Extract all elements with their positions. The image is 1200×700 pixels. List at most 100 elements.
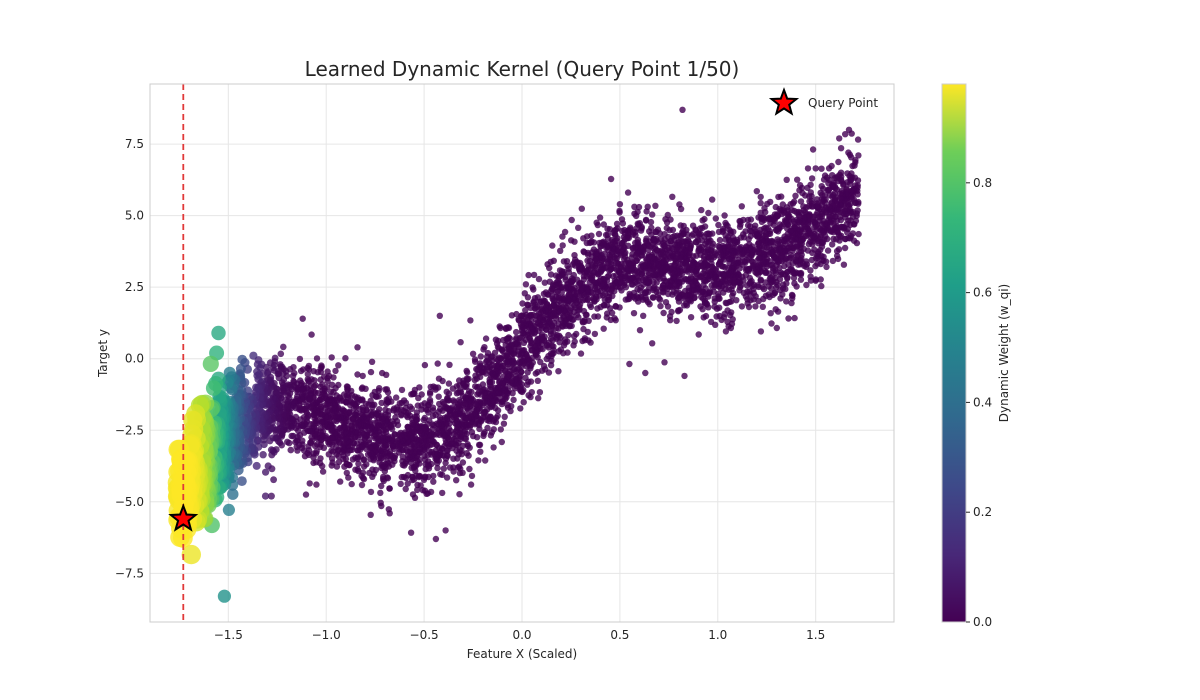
- scatter-point: [647, 218, 655, 226]
- scatter-point: [583, 239, 590, 247]
- scatter-point: [379, 476, 387, 483]
- scatter-point: [637, 263, 644, 270]
- scatter-point: [642, 369, 649, 377]
- scatter-point: [354, 344, 361, 351]
- scatter-point: [721, 212, 728, 219]
- scatter-point: [761, 205, 768, 212]
- scatter-point: [855, 230, 862, 238]
- scatter-point: [332, 367, 339, 375]
- scatter-point: [237, 354, 247, 365]
- scatter-point: [662, 216, 669, 223]
- scatter-point: [457, 339, 464, 346]
- scatter-point: [797, 198, 805, 205]
- scatter-point: [803, 281, 810, 289]
- scatter-point: [733, 297, 740, 304]
- scatter-point: [571, 333, 578, 340]
- scatter-point: [343, 383, 351, 390]
- scatter-point: [687, 314, 695, 321]
- scatter-point: [386, 485, 393, 492]
- scatter-point: [829, 241, 836, 248]
- scatter-point: [520, 399, 527, 406]
- scatter-point: [446, 361, 453, 368]
- scatter-point: [435, 375, 443, 382]
- scatter-point: [524, 369, 531, 376]
- scatter-point: [378, 399, 385, 407]
- scatter-point: [808, 175, 816, 182]
- scatter-point: [580, 325, 587, 333]
- scatter-point: [547, 271, 555, 278]
- scatter-point: [845, 126, 853, 133]
- scatter-point: [788, 299, 795, 307]
- scatter-point: [439, 489, 446, 497]
- scatter-point: [302, 491, 310, 498]
- scatter-point: [613, 220, 621, 227]
- scatter-point: [304, 376, 311, 383]
- scatter-point: [456, 377, 463, 384]
- scatter-point: [301, 453, 309, 460]
- scatter-point: [297, 367, 305, 375]
- scatter-point: [367, 368, 375, 376]
- scatter-point: [397, 480, 404, 488]
- scatter-point: [738, 203, 745, 210]
- scatter-point: [534, 377, 541, 384]
- scatter-point: [564, 262, 571, 270]
- scatter-point: [676, 201, 683, 208]
- scatter-point: [472, 383, 479, 390]
- scatter-point: [594, 305, 601, 312]
- scatter-point: [341, 463, 348, 470]
- scatter-point: [436, 312, 443, 319]
- scatter-point: [217, 589, 231, 603]
- scatter-point: [402, 485, 409, 493]
- scatter-point: [525, 392, 532, 399]
- scatter-point: [825, 165, 833, 172]
- scatter-point: [600, 221, 607, 228]
- scatter-point: [579, 318, 586, 325]
- scatter-point: [825, 180, 832, 187]
- scatter-point: [541, 279, 548, 286]
- scatter-point: [642, 237, 650, 244]
- scatter-point: [253, 360, 262, 369]
- scatter-point: [436, 400, 443, 408]
- scatter-point: [649, 340, 656, 347]
- scatter-point: [471, 356, 479, 363]
- scatter-point: [666, 313, 674, 320]
- scatter-point: [262, 468, 270, 476]
- scatter-point: [746, 227, 754, 235]
- scatter-point: [446, 464, 454, 471]
- scatter-point: [308, 331, 315, 338]
- scatter-point: [744, 222, 752, 229]
- scatter-point: [487, 432, 494, 439]
- scatter-point: [662, 299, 670, 306]
- scatter-point: [540, 290, 548, 298]
- scatter-point: [555, 348, 563, 355]
- scatter-point: [722, 219, 729, 227]
- scatter-point: [532, 370, 539, 377]
- scatter-point: [649, 294, 656, 301]
- scatter-point: [586, 279, 593, 286]
- scatter-point: [657, 302, 664, 310]
- scatter-point: [777, 295, 784, 302]
- scatter-point: [806, 198, 813, 205]
- scatter-point: [593, 219, 600, 226]
- scatter-point: [698, 206, 705, 214]
- scatter-point: [287, 446, 295, 454]
- scatter-point: [812, 262, 819, 270]
- scatter-point: [818, 165, 825, 172]
- scatter-point: [565, 331, 572, 339]
- scatter-point: [420, 416, 427, 424]
- scatter-point: [267, 446, 275, 454]
- scatter-point: [580, 235, 587, 242]
- scatter-point: [570, 342, 577, 349]
- scatter-point: [367, 488, 375, 496]
- scatter-point: [792, 192, 799, 199]
- scatter-point: [840, 261, 848, 268]
- scatter-point: [367, 511, 374, 518]
- scatter-point: [641, 289, 649, 296]
- scatter-point: [729, 292, 736, 299]
- scatter-point: [382, 406, 389, 413]
- scatter-point: [535, 275, 543, 283]
- scatter-point: [437, 471, 444, 478]
- scatter-point: [757, 328, 765, 335]
- scatter-point: [560, 258, 568, 265]
- scatter-point: [708, 282, 715, 289]
